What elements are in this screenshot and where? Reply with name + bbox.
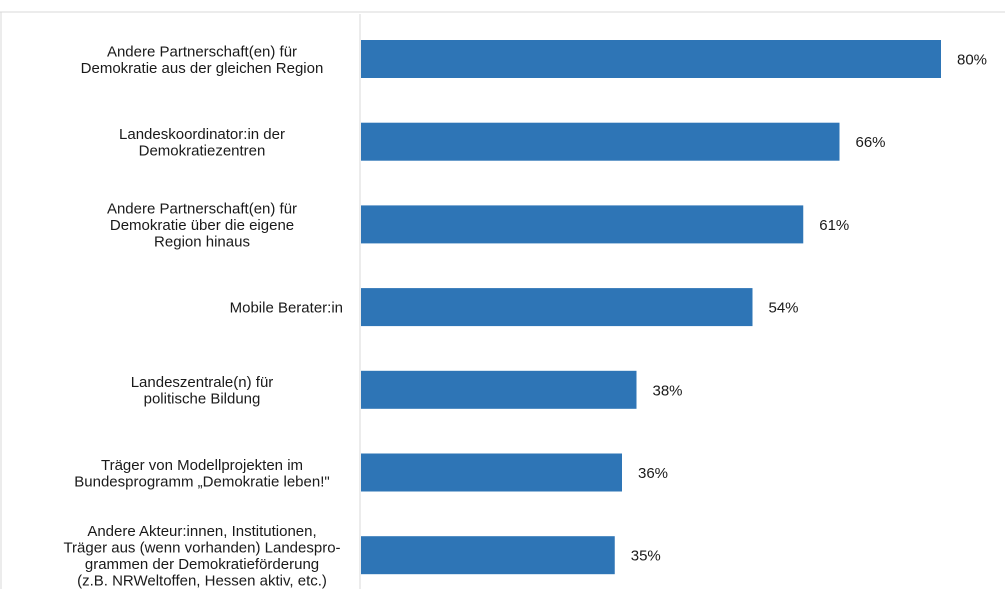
- category-label-3: Andere Partnerschaft(en) für Demokratie ü…: [107, 200, 297, 250]
- category-label-7: Andere Akteur:innen, Institutionen, Träge…: [63, 523, 340, 589]
- bar-2: [361, 122, 840, 161]
- category-label-4-line-1: Mobile Berater:in: [230, 300, 343, 317]
- category-label-5-line-1: Landeszentrale(n) für: [131, 374, 274, 391]
- value-label-5: 38%: [653, 382, 683, 399]
- bar-1: [361, 40, 941, 78]
- category-label-3-line-2: Demokratie über die eigene: [110, 217, 294, 234]
- bar-5: [361, 370, 637, 409]
- category-label-2-line-2: Demokratiezentren: [139, 142, 266, 159]
- category-label-3-line-3: Region hinaus: [154, 233, 250, 250]
- value-label-6: 36%: [638, 465, 668, 482]
- category-label-7-line-4: (z.B. NRWeltoffen, Hessen aktiv, etc.): [77, 572, 327, 589]
- category-label-2: Landeskoordinator:in der Demokratiezentre…: [119, 126, 285, 160]
- category-labels-group: Andere Partnerschaft(en) für Demokratie a…: [63, 43, 343, 589]
- category-label-1-line-1: Andere Partnerschaft(en) für: [107, 43, 297, 60]
- category-label-6: Träger von Modellprojekten im Bundesprogr…: [74, 457, 329, 491]
- value-label-3: 61%: [819, 217, 849, 234]
- bar-7: [361, 536, 615, 575]
- category-label-7-line-1: Andere Akteur:innen, Institutionen,: [87, 523, 316, 540]
- value-label-7: 35%: [631, 548, 661, 565]
- category-label-3-line-1: Andere Partnerschaft(en) für: [107, 200, 297, 217]
- category-label-7-line-2: Träger aus (wenn vorhanden) Landespro-: [63, 539, 340, 556]
- category-label-4: Mobile Berater:in: [230, 300, 343, 317]
- value-label-1: 80%: [957, 52, 987, 69]
- bar-6: [361, 453, 622, 492]
- bar-4: [361, 288, 753, 327]
- category-label-1: Andere Partnerschaft(en) für Demokratie a…: [81, 43, 324, 77]
- bars-group: [361, 40, 941, 575]
- value-label-2: 66%: [856, 134, 886, 151]
- category-label-6-line-1: Träger von Modellprojekten im: [101, 457, 303, 474]
- value-labels-group: 80% 66% 61% 54% 38% 36% 35%: [631, 52, 987, 565]
- category-label-2-line-1: Landeskoordinator:in der: [119, 126, 285, 143]
- chart-frame: [0, 11, 1005, 589]
- category-label-1-line-2: Demokratie aus der gleichen Region: [81, 60, 324, 77]
- category-label-7-line-3: grammen der Demokratieförderung: [85, 556, 319, 573]
- category-label-5-line-2: politische Bildung: [144, 391, 261, 408]
- bar-3: [361, 205, 804, 244]
- category-label-6-line-2: Bundesprogramm „Demokratie leben!": [74, 473, 329, 490]
- value-label-4: 54%: [769, 300, 799, 317]
- category-label-5: Landeszentrale(n) für politische Bildung: [131, 374, 274, 408]
